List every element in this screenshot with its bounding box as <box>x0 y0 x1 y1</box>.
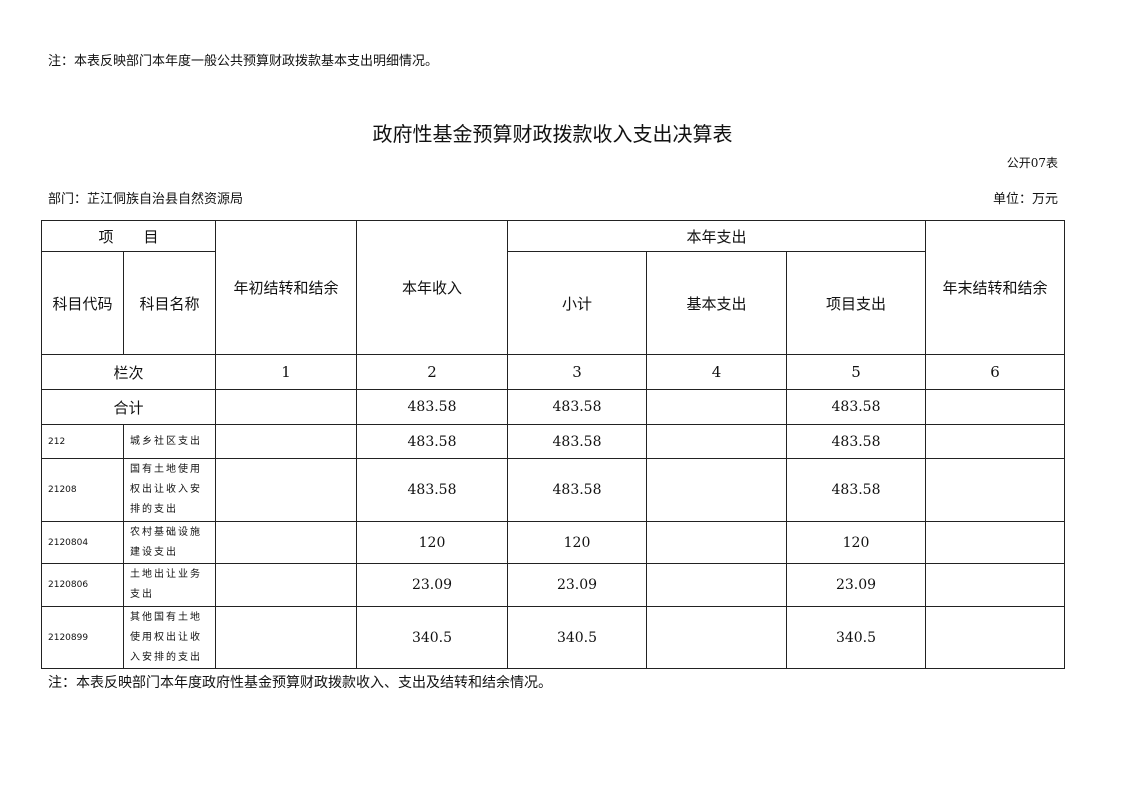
column-index-label: 栏次 <box>41 354 216 390</box>
cell-income: 23.09 <box>356 563 508 607</box>
cell-project: 120 <box>786 521 926 564</box>
header-basic: 基本支出 <box>646 251 787 355</box>
cell-subtotal: 340.5 <box>507 606 647 669</box>
cell-name: 农村基础设施建设支出 <box>123 521 216 564</box>
cell-carry-end <box>925 389 1065 425</box>
cell-name: 其他国有土地使用权出让收入安排的支出 <box>123 606 216 669</box>
column-index: 6 <box>925 354 1065 390</box>
header-subtotal: 小计 <box>507 251 647 355</box>
cell-code: 2120806 <box>41 563 124 607</box>
column-index: 2 <box>356 354 508 390</box>
cell-carry-end <box>925 521 1065 564</box>
cell-project: 340.5 <box>786 606 926 669</box>
cell-basic <box>646 521 787 564</box>
header-income: 本年收入 <box>356 220 508 355</box>
cell-basic <box>646 458 787 522</box>
cell-name: 国有土地使用权出让收入安排的支出 <box>123 458 216 522</box>
header-expense: 本年支出 <box>507 220 926 252</box>
cell-subtotal: 483.58 <box>507 458 647 522</box>
cell-project: 23.09 <box>786 563 926 607</box>
table-row: 212 城乡社区支出 483.58 483.58 483.58 <box>41 424 1065 459</box>
table-row: 21208 国有土地使用权出让收入安排的支出 483.58 483.58 483.58 <box>41 458 1065 522</box>
column-index: 1 <box>215 354 357 390</box>
cell-income: 483.58 <box>356 424 508 459</box>
unit-label: 单位：万元 <box>992 192 1058 207</box>
top-note: 注：本表反映部门本年度一般公共预算财政拨款基本支出明细情况。 <box>48 54 439 69</box>
column-index: 4 <box>646 354 787 390</box>
cell-project: 483.58 <box>786 458 926 522</box>
cell-basic <box>646 424 787 459</box>
column-index: 3 <box>507 354 647 390</box>
cell-basic <box>646 606 787 669</box>
cell-carry-end <box>925 458 1065 522</box>
bottom-note: 注：本表反映部门本年度政府性基金预算财政拨款收入、支出及结转和结余情况。 <box>48 675 552 691</box>
cell-carry-begin <box>215 521 357 564</box>
cell-code: 212 <box>41 424 124 459</box>
cell-project: 483.58 <box>786 389 926 425</box>
page-title: 政府性基金预算财政拨款收入支出决算表 <box>372 122 733 146</box>
table-row: 2120804 农村基础设施建设支出 120 120 120 <box>41 521 1065 564</box>
cell-project: 483.58 <box>786 424 926 459</box>
cell-code: 2120899 <box>41 606 124 669</box>
header-item: 项 目 <box>41 220 216 252</box>
cell-carry-end <box>925 606 1065 669</box>
cell-carry-end <box>925 424 1065 459</box>
header-code: 科目代码 <box>41 251 124 355</box>
header-name: 科目名称 <box>123 251 216 355</box>
cell-name: 城乡社区支出 <box>123 424 216 459</box>
cell-income: 340.5 <box>356 606 508 669</box>
cell-income: 483.58 <box>356 458 508 522</box>
cell-code: 21208 <box>41 458 124 522</box>
cell-name: 土地出让业务支出 <box>123 563 216 607</box>
cell-subtotal: 120 <box>507 521 647 564</box>
header-carry-end: 年末结转和结余 <box>925 220 1065 355</box>
cell-carry-begin <box>215 563 357 607</box>
cell-code: 2120804 <box>41 521 124 564</box>
cell-carry-begin <box>215 389 357 425</box>
total-row: 合计 483.58 483.58 483.58 <box>41 389 1065 425</box>
total-label: 合计 <box>41 389 216 425</box>
cell-carry-begin <box>215 458 357 522</box>
cell-subtotal: 23.09 <box>507 563 647 607</box>
table-row: 2120899 其他国有土地使用权出让收入安排的支出 340.5 340.5 340.5 <box>41 606 1065 669</box>
cell-income: 120 <box>356 521 508 564</box>
cell-carry-begin <box>215 606 357 669</box>
cell-carry-begin <box>215 424 357 459</box>
header-project: 项目支出 <box>786 251 926 355</box>
header-carry-begin: 年初结转和结余 <box>215 220 357 355</box>
column-index: 5 <box>786 354 926 390</box>
cell-basic <box>646 563 787 607</box>
cell-basic <box>646 389 787 425</box>
cell-subtotal: 483.58 <box>507 389 647 425</box>
cell-income: 483.58 <box>356 389 508 425</box>
cell-carry-end <box>925 563 1065 607</box>
table-code: 公开07表 <box>1006 156 1058 170</box>
cell-subtotal: 483.58 <box>507 424 647 459</box>
budget-table: 项 目 年初结转和结余 本年收入 本年支出 年末结转和结余 科目代码 科目名称 … <box>41 220 1065 669</box>
department-label: 部门：芷江侗族自治县自然资源局 <box>48 192 244 207</box>
table-row: 2120806 土地出让业务支出 23.09 23.09 23.09 <box>41 563 1065 607</box>
